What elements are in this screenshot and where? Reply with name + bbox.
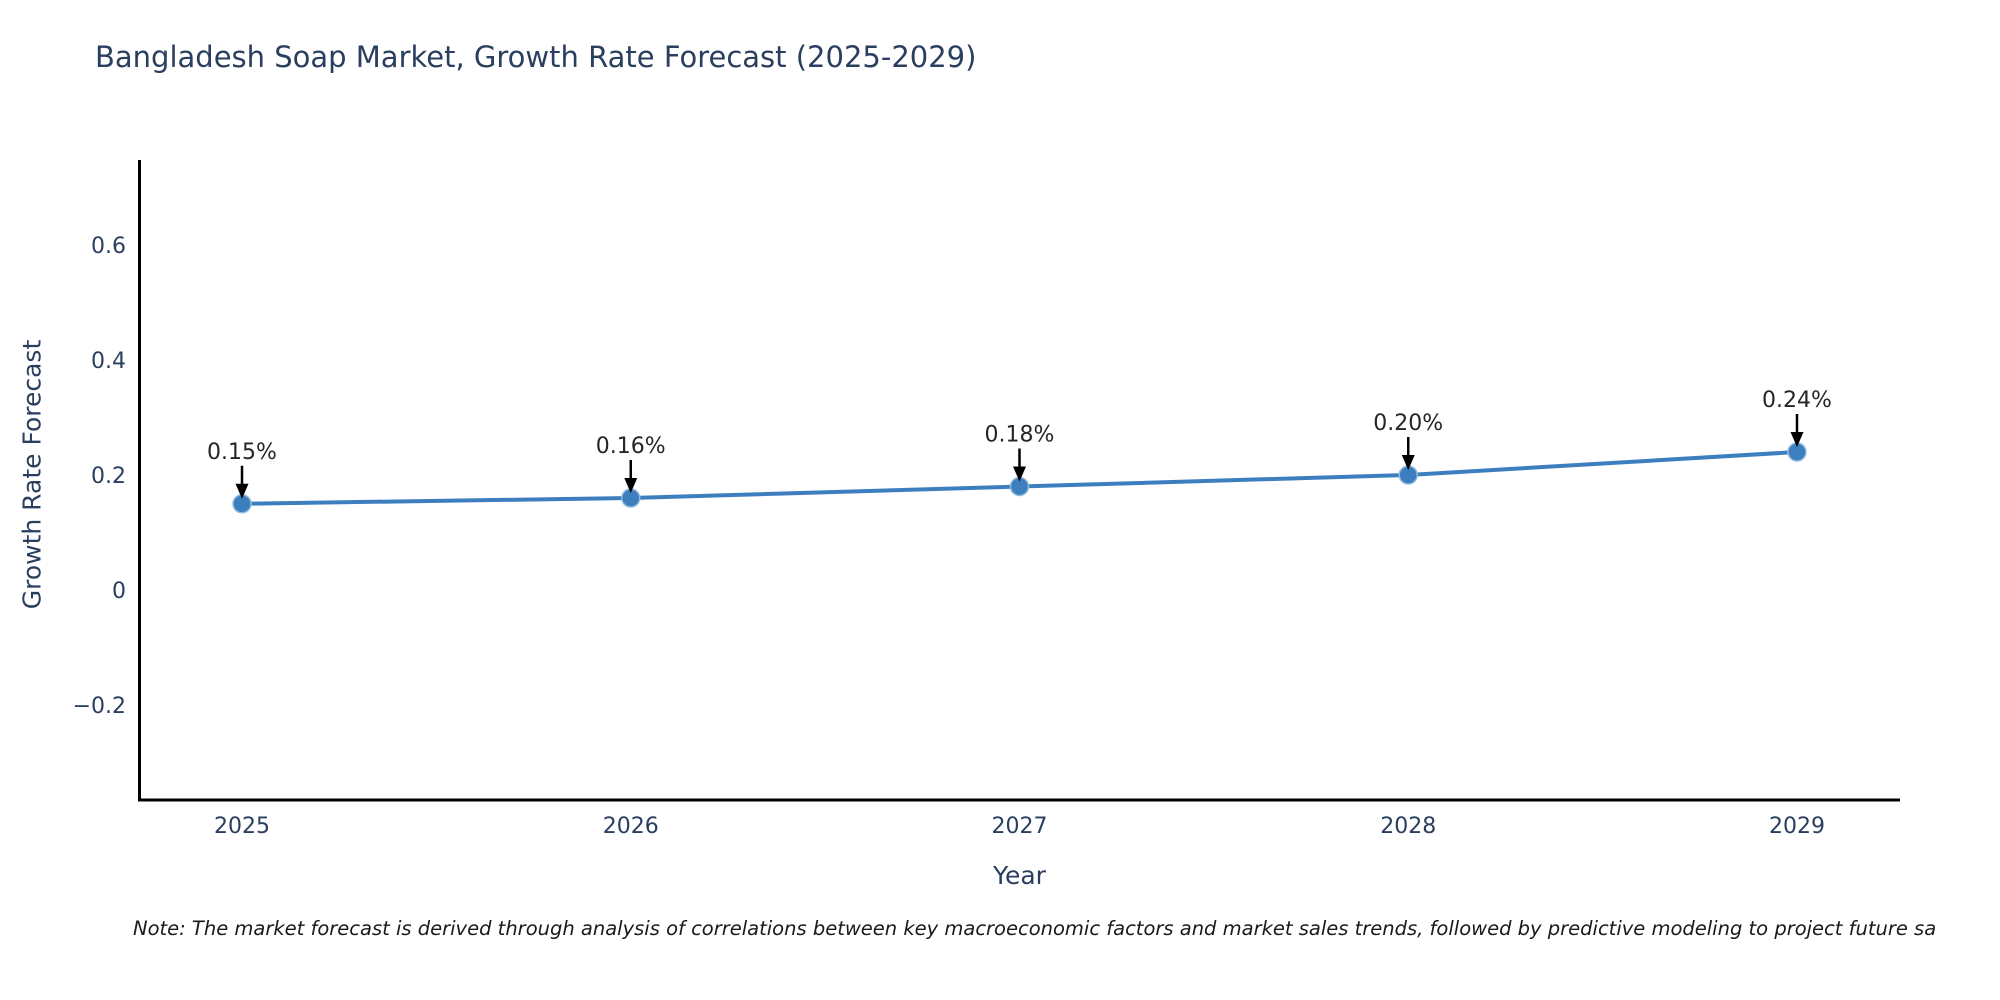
point-annotation-label: 0.18% xyxy=(985,423,1055,448)
point-annotation-label: 0.24% xyxy=(1762,388,1832,413)
point-annotation-label: 0.16% xyxy=(596,434,666,459)
footnote: Note: The market forecast is derived thr… xyxy=(133,917,1937,940)
annotation-arrowhead-icon xyxy=(1790,432,1804,447)
point-annotation-label: 0.15% xyxy=(207,440,277,465)
annotation-arrowhead-icon xyxy=(624,478,638,493)
annotation-arrowhead-icon xyxy=(1401,455,1415,470)
y-tick-label: 0.4 xyxy=(91,349,126,374)
y-tick-label: 0.6 xyxy=(91,234,126,259)
x-tick-label: 2027 xyxy=(992,814,1048,839)
annotation-arrowhead-icon xyxy=(235,483,249,499)
x-axis-title: Year xyxy=(993,861,1046,890)
x-tick-label: 2029 xyxy=(1769,814,1825,839)
y-tick-label: 0.2 xyxy=(91,464,126,489)
annotation-arrowhead-icon xyxy=(1013,466,1026,482)
x-tick-label: 2026 xyxy=(603,814,659,839)
x-tick-label: 2025 xyxy=(214,814,270,839)
point-annotation-label: 0.20% xyxy=(1373,411,1443,436)
x-tick-label: 2028 xyxy=(1380,814,1436,839)
y-tick-label: −0.2 xyxy=(73,694,126,719)
chart-title: Bangladesh Soap Market, Growth Rate Fore… xyxy=(95,40,977,74)
y-tick-label: 0 xyxy=(112,579,126,604)
